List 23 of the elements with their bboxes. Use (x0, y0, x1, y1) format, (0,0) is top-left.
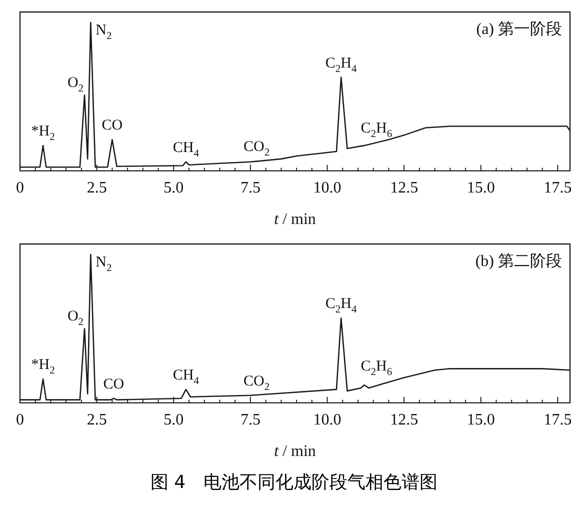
chart-title: (a) 第一阶段 (476, 20, 562, 38)
x-tick-label: 12.5 (390, 412, 418, 429)
x-tick-label: 12.5 (390, 180, 418, 197)
x-tick-label: 5.0 (164, 180, 184, 197)
x-tick-label: 7.5 (240, 412, 260, 429)
annotation: CO (102, 118, 123, 134)
x-tick-label: 0 (16, 412, 24, 429)
x-tick-label: 15.0 (466, 180, 495, 197)
caption: 图 4 电池不同化成阶段气相色谱图 (149, 471, 439, 494)
x-tick-label: 2.5 (86, 412, 107, 429)
x-tick-label: 17.5 (544, 412, 572, 429)
x-tick-label: 2.5 (86, 180, 107, 197)
x-tick-label: 5.0 (164, 412, 184, 429)
chart-title: (b) 第二阶段 (475, 252, 562, 270)
x-tick-label: 10.0 (313, 412, 342, 429)
annotation: CO (103, 376, 124, 392)
x-tick-label: 7.5 (240, 180, 260, 197)
x-axis-title: t / min (274, 443, 316, 460)
x-tick-label: 17.5 (544, 180, 572, 197)
x-tick-label: 0 (16, 180, 24, 197)
x-tick-label: 15.0 (466, 412, 495, 429)
x-axis-title: t / min (274, 211, 316, 228)
x-tick-label: 10.0 (313, 180, 342, 197)
